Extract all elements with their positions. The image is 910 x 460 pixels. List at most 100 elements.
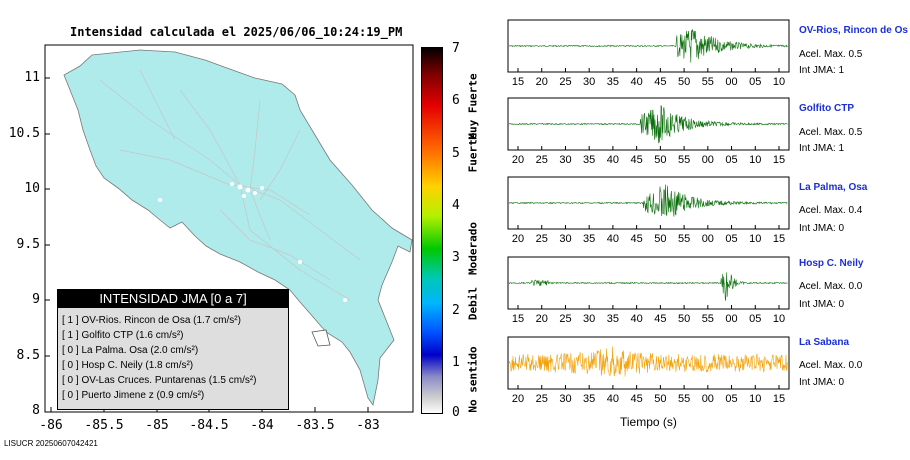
legend-row: [ 0 ] La Palma. Osa (2.0 cm/s²)	[62, 345, 199, 356]
legend-row: [ 0 ] Hosp C. Neily (1.8 cm/s²)	[62, 360, 194, 371]
time-tick-label: 00	[725, 313, 737, 325]
time-tick-label: 45	[654, 313, 666, 325]
waveform-panels: 15 20 25 30 35 40 45 50 55 00 05 10 20 25 30 35 40 45 50 55…	[507, 19, 790, 405]
lon-tick-label: -85.5	[84, 418, 124, 433]
time-tick-label: 55	[678, 233, 690, 245]
footer-id: LISUCR 20250607042421	[4, 439, 98, 448]
scale-bar	[421, 47, 443, 414]
time-tick-label: 30	[559, 154, 571, 166]
legend-row: [ 0 ] OV-Las Cruces. Puntarenas (1.5 cm/…	[62, 375, 257, 386]
lat-tick-label: 8.5	[16, 348, 40, 363]
time-tick-label: 05	[749, 313, 761, 325]
station-name: Hosp C. Neily	[799, 258, 864, 269]
legend-row: [ 1 ] Golfito CTP (1.6 cm/s²)	[62, 330, 184, 341]
time-tick-label: 55	[702, 313, 714, 325]
time-tick-label: 45	[631, 233, 643, 245]
time-tick-label: 00	[725, 76, 737, 88]
waveform-trace	[508, 29, 788, 63]
time-tick-label: 05	[749, 76, 761, 88]
station-int: Int JMA: 0	[799, 377, 845, 388]
lon-tick-label: -86	[39, 418, 63, 433]
station-acel: Acel. Max. 0.0	[799, 281, 863, 292]
time-tick-label: 20	[512, 233, 524, 245]
time-tick-label: 20	[512, 393, 524, 405]
station-acel: Acel. Max. 0.0	[799, 360, 863, 371]
time-tick-label: 45	[631, 154, 643, 166]
time-tick-label: 25	[559, 76, 571, 88]
station-acel: Acel. Max. 0.5	[799, 127, 863, 138]
time-tick-label: 50	[654, 393, 666, 405]
waveform-trace	[508, 346, 788, 377]
time-tick-label: 00	[702, 233, 714, 245]
station-int: Int JMA: 1	[799, 65, 845, 76]
time-tick-label: 10	[749, 233, 761, 245]
time-tick-label: 50	[678, 76, 690, 88]
color-scale	[421, 47, 443, 414]
time-tick-label: 35	[607, 313, 619, 325]
scale-number: 5	[452, 146, 460, 161]
time-tick-label: 30	[583, 313, 595, 325]
lon-tick-label: -84.5	[189, 418, 229, 433]
station-int: Int JMA: 0	[799, 223, 845, 234]
scale-number: 2	[452, 303, 460, 318]
legend-row: [ 0 ] Puerto Jimene z (0.9 cm/s²)	[62, 390, 205, 401]
station-int: Int JMA: 1	[799, 143, 845, 154]
city-dots	[158, 182, 347, 302]
legend-row: [ 1 ] OV-Rios. Rincon de Osa (1.7 cm/s²)	[62, 315, 241, 326]
lat-tick-label: 10.5	[8, 126, 40, 141]
time-tick-label: 00	[702, 154, 714, 166]
time-tick-label: 25	[536, 393, 548, 405]
intensity-legend	[57, 289, 289, 410]
lat-tick-label: 9	[32, 292, 40, 307]
time-tick-label: 40	[631, 76, 643, 88]
island	[311, 329, 331, 347]
station-name: La Palma, Osa	[799, 182, 868, 193]
time-tick-label: 15	[512, 76, 524, 88]
time-tick-label: 40	[631, 313, 643, 325]
lat-tick-label: 11	[24, 70, 40, 85]
time-tick-label: 35	[583, 233, 595, 245]
time-tick-label: 15	[512, 313, 524, 325]
waveform-trace	[508, 105, 788, 144]
time-tick-label: 15	[773, 233, 785, 245]
station-acel: Acel. Max. 0.4	[799, 205, 863, 216]
time-tick-label: 10	[749, 393, 761, 405]
time-tick-label: 35	[583, 393, 595, 405]
lon-tick-label: -85	[145, 418, 169, 433]
time-tick-label: 40	[607, 393, 619, 405]
lat-tick-label: 9.5	[16, 237, 40, 252]
time-tick-label: 40	[607, 154, 619, 166]
time-tick-label: 50	[678, 313, 690, 325]
time-tick-label: 15	[773, 393, 785, 405]
lon-tick-label: -84	[250, 418, 274, 433]
time-tick-label: 55	[678, 154, 690, 166]
time-tick-label: 10	[773, 76, 785, 88]
time-tick-label: 05	[725, 393, 737, 405]
time-tick-label: 25	[536, 154, 548, 166]
time-tick-label: 30	[559, 233, 571, 245]
time-tick-label: 30	[559, 393, 571, 405]
time-tick-label: 35	[607, 76, 619, 88]
station-int: Int JMA: 0	[799, 299, 845, 310]
scale-category: No sentido	[466, 346, 480, 413]
x-axis-label: Tiempo (s)	[620, 415, 677, 429]
time-tick-label: 20	[536, 76, 548, 88]
time-tick-label: 25	[536, 233, 548, 245]
scale-number: 3	[452, 250, 460, 265]
time-tick-label: 45	[654, 76, 666, 88]
time-tick-label: 10	[773, 313, 785, 325]
costa-rica-landmass	[63, 49, 413, 406]
lon-tick-label: -83.5	[295, 418, 335, 433]
scale-number: 6	[452, 93, 460, 108]
time-tick-label: 50	[654, 154, 666, 166]
waveform-trace	[508, 184, 788, 217]
time-tick-label: 55	[678, 393, 690, 405]
scale-number: 4	[452, 198, 460, 213]
waveform-trace	[508, 272, 788, 301]
station-acel: Acel. Max. 0.5	[799, 49, 863, 60]
station-name: OV-Rios, Rincon de Os	[799, 25, 908, 36]
time-tick-label: 05	[725, 154, 737, 166]
scale-number: 0	[452, 405, 460, 420]
time-tick-label: 20	[536, 313, 548, 325]
time-tick-label: 30	[583, 76, 595, 88]
